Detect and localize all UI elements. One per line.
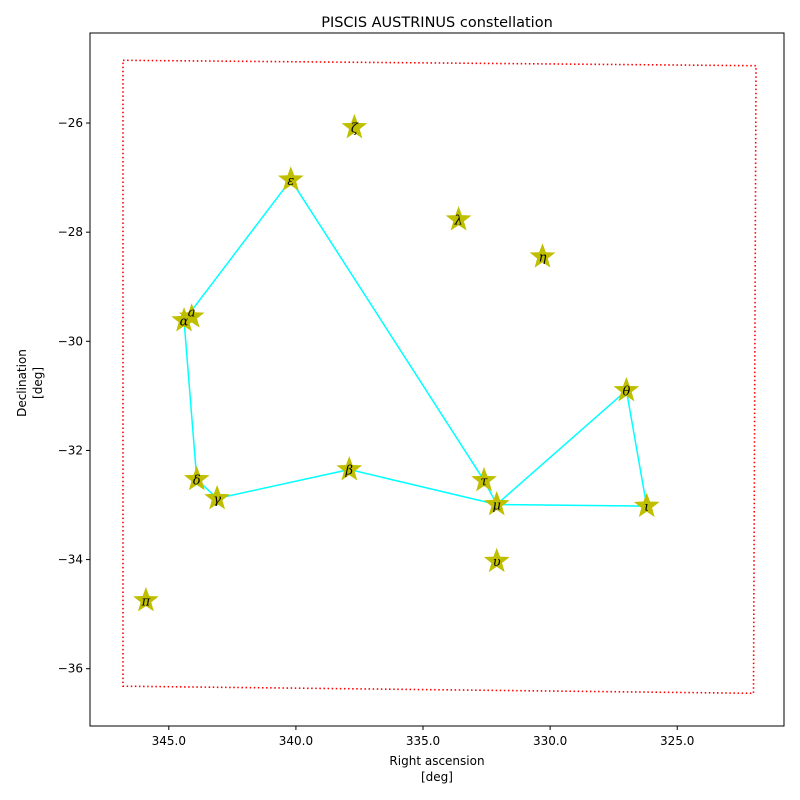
- star-label: α: [180, 315, 189, 330]
- constellation-line-4: [625, 390, 648, 507]
- star-label: τ: [480, 474, 488, 489]
- y-axis-label: Declination: [15, 349, 29, 417]
- plot-area: αa β γδ ε ζ η θ ι λ μτ υ π: [122, 59, 757, 695]
- x-tick-label: 335.0: [406, 734, 440, 748]
- star-marker: [171, 307, 197, 332]
- x-axis-ticks: 345.0 340.0 335.0 330.0 325.0: [152, 726, 694, 748]
- x-tick-label: 330.0: [533, 734, 567, 748]
- star-marker: [483, 547, 510, 573]
- y-tick-label: −36: [58, 662, 83, 676]
- star-marker: [529, 243, 556, 268]
- star-marker: [483, 490, 510, 516]
- y-tick-label: −34: [58, 553, 83, 567]
- star-marker: [204, 484, 230, 510]
- star-label: ι: [644, 500, 649, 515]
- star-marker: [178, 303, 205, 328]
- star-marker: [613, 376, 640, 402]
- star-marker: [336, 456, 363, 481]
- star-label: ζ: [351, 121, 359, 136]
- y-axis-label-group: Declination [deg]: [15, 349, 45, 417]
- constellation-line-1: [290, 179, 485, 481]
- star-label: γ: [213, 492, 221, 507]
- star-marker: [341, 113, 368, 139]
- y-axis-unit: [deg]: [31, 367, 45, 399]
- constellation-boundary: [122, 59, 757, 695]
- constellation-line-0: [183, 179, 292, 322]
- star-marker: [183, 465, 210, 491]
- star-marker: [471, 466, 497, 492]
- star-label: π: [141, 594, 151, 609]
- x-tick-label: 340.0: [279, 734, 313, 748]
- chart-title: PISCIS AUSTRINUS constellation: [321, 15, 553, 31]
- star-marker: [633, 492, 660, 518]
- star-marker: [445, 206, 472, 231]
- star-label: δ: [193, 473, 201, 488]
- star-label: μ: [493, 498, 501, 513]
- y-tick-label: −32: [58, 443, 83, 457]
- constellation-line-9: [183, 320, 198, 480]
- constellation-line-6: [349, 468, 497, 506]
- constellation-line-7: [216, 468, 350, 500]
- x-tick-label: 325.0: [660, 734, 694, 748]
- star-marker: [133, 587, 159, 612]
- star-label: η: [539, 251, 547, 266]
- x-tick-label: 345.0: [152, 734, 186, 748]
- y-tick-label: −28: [58, 225, 83, 239]
- axes-frame: [89, 32, 785, 727]
- star-label: ε: [287, 174, 294, 189]
- star-label: a: [188, 306, 196, 321]
- star-marker: [277, 166, 304, 191]
- x-axis-unit: [deg]: [421, 770, 453, 784]
- constellation-line-3: [496, 389, 627, 506]
- star-label: υ: [493, 555, 501, 570]
- star-label: λ: [453, 214, 462, 229]
- star-label: β: [345, 464, 354, 479]
- star-label: θ: [622, 384, 630, 399]
- constellation-line-5: [496, 503, 647, 507]
- x-axis-label: Right ascension: [389, 754, 484, 768]
- y-tick-label: −30: [58, 334, 83, 348]
- y-axis-ticks: −26 −28 −30 −32 −34 −36: [58, 116, 90, 676]
- y-tick-label: −26: [58, 116, 83, 130]
